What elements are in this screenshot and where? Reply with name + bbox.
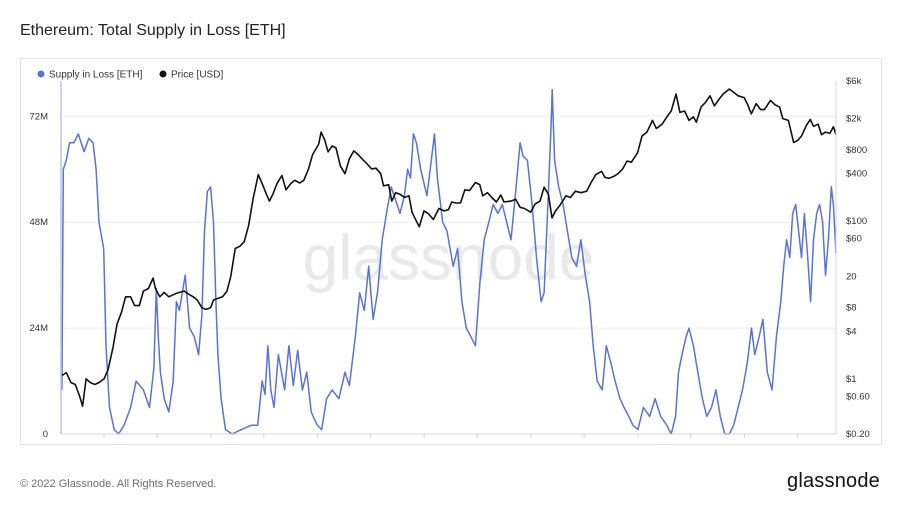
y-left-tick-label: 0 — [43, 429, 48, 440]
legend-supply-marker — [37, 70, 45, 78]
y-right-tick-label: $800 — [846, 145, 867, 156]
series-supply-in-loss-line — [61, 89, 837, 435]
y-right-tick-label: $60 — [846, 234, 862, 245]
axes: 024M48M72MJan '16Jul '16Jan '17Jul '17Ja… — [30, 76, 870, 440]
legend: Supply in Loss [ETH] Price [USD] — [37, 70, 223, 81]
watermark: glassnode — [303, 222, 595, 294]
y-right-tick-label: $6k — [846, 76, 862, 87]
y-right-tick-label: $1 — [846, 374, 857, 385]
y-right-tick-label: $100 — [846, 216, 867, 227]
chart: glassnode 024M48M72MJan '16Jul '16Jan '1… — [30, 70, 870, 441]
chart-panel: glassnode 024M48M72MJan '16Jul '16Jan '1… — [20, 58, 882, 445]
y-right-tick-label: $400 — [846, 169, 867, 180]
y-right-tick-label: $0.60 — [846, 391, 870, 402]
y-right-tick-label: $8 — [846, 303, 857, 314]
y-left-tick-label: 48M — [30, 217, 49, 228]
legend-price-marker — [159, 70, 167, 78]
series-price-line — [61, 88, 837, 407]
glassnode-logo: glassnode — [787, 470, 880, 492]
y-left-tick-label: 72M — [30, 111, 49, 122]
y-right-tick-label: $0.20 — [846, 429, 870, 440]
y-right-tick-label: 20 — [846, 271, 857, 282]
copyright-text: © 2022 Glassnode. All Rights Reserved. — [20, 478, 217, 490]
y-right-tick-label: $4 — [846, 326, 857, 337]
legend-price-label: Price [USD] — [171, 70, 223, 81]
y-right-tick-label: $2k — [846, 114, 862, 125]
page-title: Ethereum: Total Supply in Loss [ETH] — [20, 22, 286, 39]
series-layer — [61, 88, 837, 435]
legend-supply-label: Supply in Loss [ETH] — [49, 70, 143, 81]
y-left-tick-label: 24M — [30, 323, 49, 334]
